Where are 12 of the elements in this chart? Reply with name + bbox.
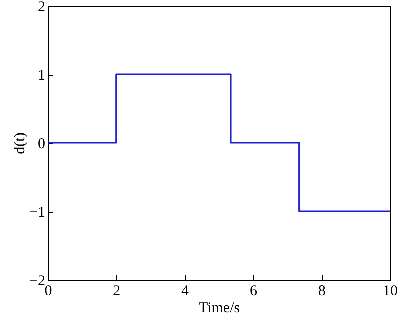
y-axis-title: d(t) bbox=[12, 132, 29, 154]
x-tick-label: 4 bbox=[182, 284, 190, 300]
y-tick-label: −2 bbox=[30, 274, 46, 290]
x-tick-label: 10 bbox=[383, 284, 398, 300]
x-axis-title: Time/s bbox=[198, 300, 240, 316]
y-tick-label: −1 bbox=[30, 205, 46, 221]
x-tick-label: 8 bbox=[318, 284, 326, 300]
y-tick-label: 0 bbox=[38, 136, 46, 152]
x-tick-label: 2 bbox=[113, 284, 121, 300]
y-tick-label: 1 bbox=[38, 68, 46, 84]
y-tick-label: 2 bbox=[38, 0, 46, 16]
x-tick-label: 6 bbox=[250, 284, 258, 300]
